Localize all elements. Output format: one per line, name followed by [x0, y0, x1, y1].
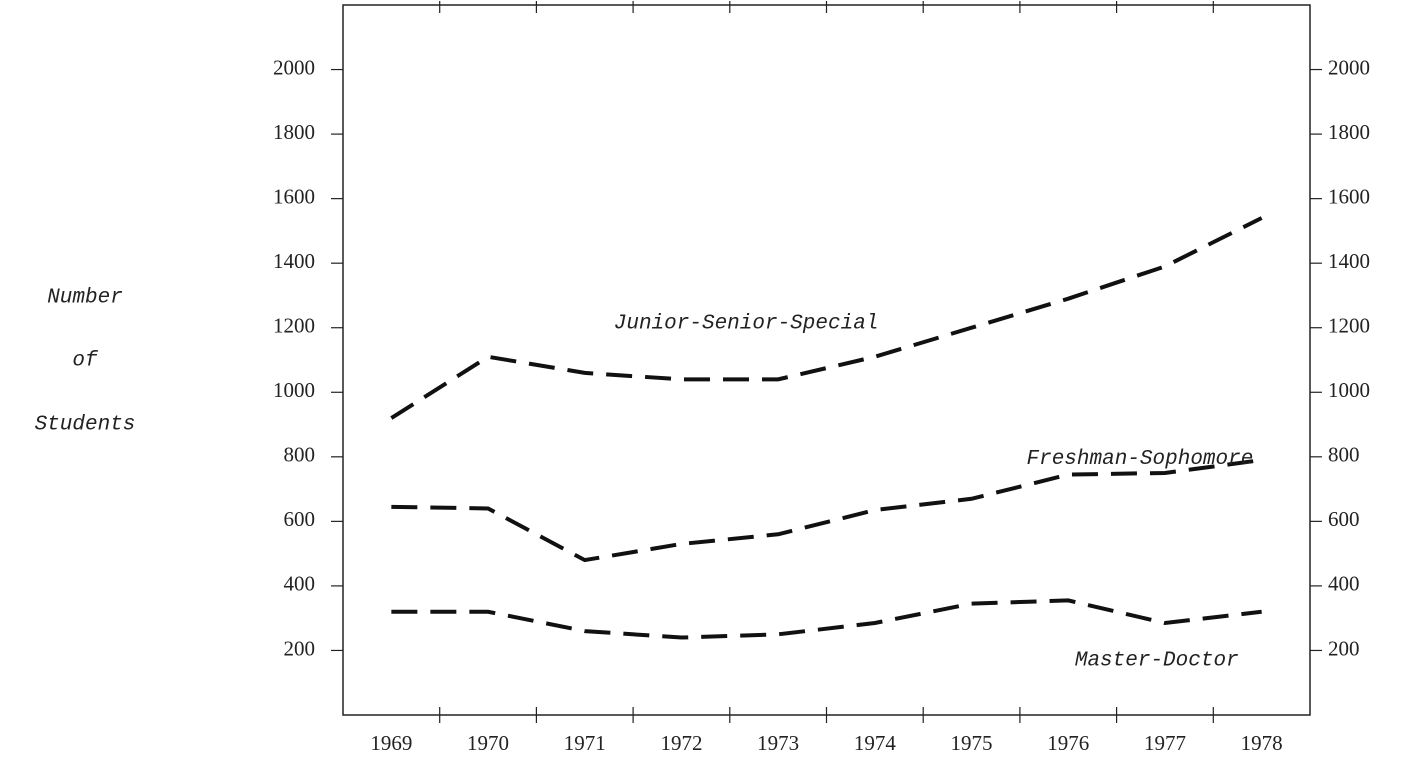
series-line	[391, 598, 1262, 640]
y-tick-label: 1800	[273, 120, 315, 144]
y2-tick-label: 200	[1328, 636, 1360, 660]
x-tick-label: 1973	[757, 731, 799, 755]
y2-tick-label: 800	[1328, 443, 1360, 467]
y-tick-label: 1000	[273, 378, 315, 402]
series-label: Junior-Senior-Special	[614, 312, 879, 335]
y-tick-label: 800	[284, 443, 316, 467]
x-tick-label: 1978	[1241, 731, 1283, 755]
y-tick-label: 2000	[273, 55, 315, 79]
series-line	[391, 458, 1262, 563]
series-label: Master-Doctor	[1075, 650, 1239, 673]
x-tick-label: 1977	[1144, 731, 1186, 755]
x-tick-label: 1972	[660, 731, 702, 755]
x-tick-label: 1975	[951, 731, 993, 755]
y-axis-label: Students	[35, 414, 136, 437]
y2-tick-label: 600	[1328, 507, 1360, 531]
y-tick-label: 200	[284, 636, 316, 660]
y-axis-label: Number	[47, 287, 123, 310]
y2-tick-label: 2000	[1328, 55, 1370, 79]
x-tick-label: 1971	[564, 731, 606, 755]
y2-tick-label: 1600	[1328, 184, 1370, 208]
series-line	[390, 216, 1263, 420]
x-tick-label: 1974	[854, 731, 897, 755]
y-tick-label: 600	[284, 507, 316, 531]
x-tick-label: 1970	[467, 731, 509, 755]
y2-tick-label: 1200	[1328, 314, 1370, 338]
y-tick-label: 1600	[273, 184, 315, 208]
y2-tick-label: 1400	[1328, 249, 1370, 273]
y-axis-label: of	[72, 350, 99, 373]
x-tick-label: 1976	[1047, 731, 1089, 755]
y2-tick-label: 1000	[1328, 378, 1370, 402]
series-label: Freshman-Sophomore	[1027, 448, 1254, 471]
y2-tick-label: 1800	[1328, 120, 1370, 144]
y-tick-label: 1200	[273, 314, 315, 338]
y-tick-label: 400	[284, 572, 316, 596]
y2-tick-label: 400	[1328, 572, 1360, 596]
plot-frame	[342, 4, 1311, 716]
x-tick-label: 1969	[370, 731, 412, 755]
y-tick-label: 1400	[273, 249, 315, 273]
